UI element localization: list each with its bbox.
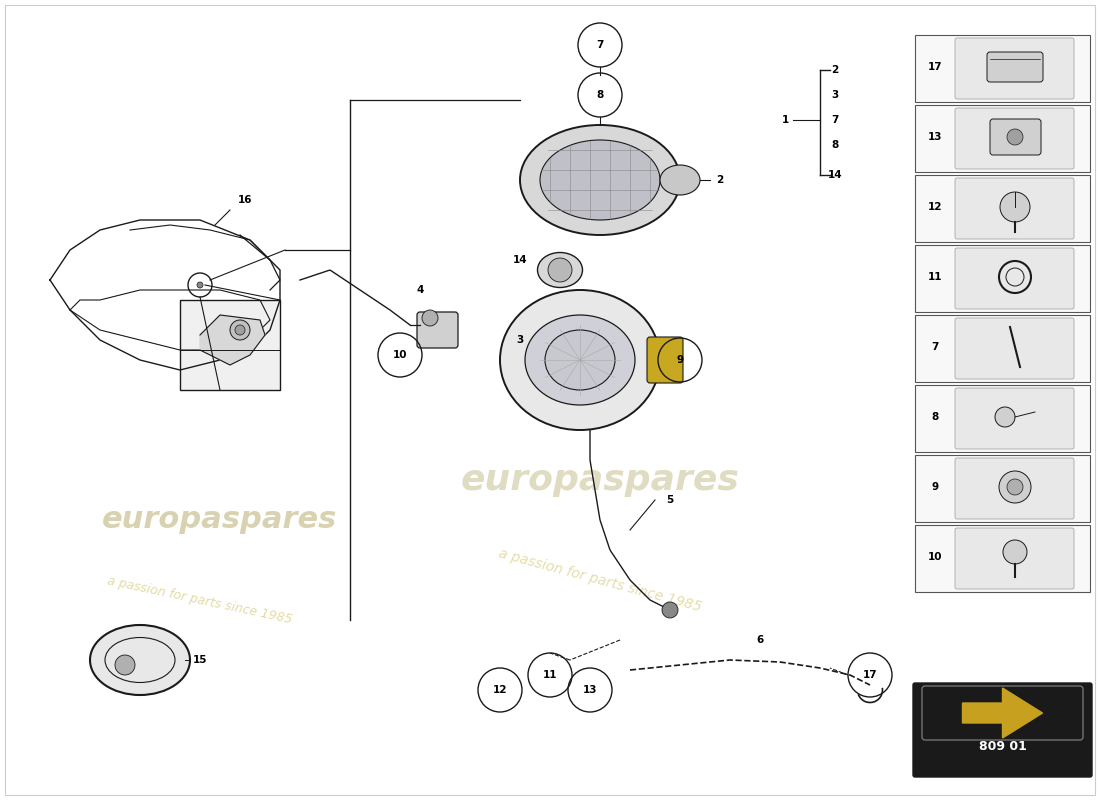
FancyBboxPatch shape: [955, 248, 1074, 309]
Text: 2: 2: [716, 175, 724, 185]
Text: 8: 8: [596, 90, 604, 100]
FancyBboxPatch shape: [915, 455, 1090, 522]
Text: 7: 7: [932, 342, 938, 352]
FancyBboxPatch shape: [915, 175, 1090, 242]
Text: 10: 10: [927, 552, 943, 562]
Circle shape: [116, 655, 135, 675]
Circle shape: [1000, 192, 1030, 222]
Ellipse shape: [538, 253, 583, 287]
Text: 8: 8: [932, 412, 938, 422]
FancyBboxPatch shape: [647, 337, 683, 383]
Text: europaspares: europaspares: [461, 463, 739, 497]
Ellipse shape: [525, 315, 635, 405]
Ellipse shape: [90, 625, 190, 695]
Text: 3: 3: [516, 335, 524, 345]
Ellipse shape: [660, 165, 700, 195]
Text: 10: 10: [393, 350, 407, 360]
FancyBboxPatch shape: [915, 245, 1090, 312]
Text: 14: 14: [513, 255, 527, 265]
FancyBboxPatch shape: [955, 458, 1074, 519]
Text: 11: 11: [927, 272, 943, 282]
FancyBboxPatch shape: [915, 35, 1090, 102]
Text: a passion for parts since 1985: a passion for parts since 1985: [107, 574, 294, 626]
Ellipse shape: [544, 330, 615, 390]
Text: 11: 11: [542, 670, 558, 680]
FancyBboxPatch shape: [417, 312, 458, 348]
FancyBboxPatch shape: [955, 318, 1074, 379]
Text: 2: 2: [832, 65, 838, 75]
Text: 809 01: 809 01: [979, 741, 1026, 754]
FancyBboxPatch shape: [915, 315, 1090, 382]
Text: 14: 14: [827, 170, 843, 180]
Text: 17: 17: [862, 670, 878, 680]
Text: 16: 16: [238, 195, 252, 205]
Polygon shape: [962, 688, 1043, 738]
Text: 8: 8: [832, 140, 838, 150]
Text: 6: 6: [757, 635, 763, 645]
Polygon shape: [200, 315, 265, 365]
Text: 4: 4: [416, 285, 424, 295]
Text: 9: 9: [932, 482, 938, 492]
FancyBboxPatch shape: [915, 105, 1090, 172]
FancyBboxPatch shape: [915, 525, 1090, 592]
Circle shape: [662, 602, 678, 618]
Text: 12: 12: [493, 685, 507, 695]
Circle shape: [422, 310, 438, 326]
Text: europaspares: europaspares: [102, 506, 338, 534]
Ellipse shape: [500, 290, 660, 430]
Text: 17: 17: [927, 62, 943, 72]
Text: 7: 7: [596, 40, 604, 50]
Text: 1: 1: [781, 115, 789, 125]
FancyBboxPatch shape: [955, 528, 1074, 589]
Ellipse shape: [540, 140, 660, 220]
Text: 7: 7: [832, 115, 838, 125]
Text: 13: 13: [927, 132, 943, 142]
Circle shape: [197, 282, 204, 288]
Text: 3: 3: [832, 90, 838, 100]
FancyBboxPatch shape: [990, 119, 1041, 155]
Text: 13: 13: [583, 685, 597, 695]
Text: 5: 5: [667, 495, 673, 505]
Text: a passion for parts since 1985: a passion for parts since 1985: [497, 546, 703, 614]
Circle shape: [548, 258, 572, 282]
FancyBboxPatch shape: [180, 300, 280, 390]
Circle shape: [235, 325, 245, 335]
FancyBboxPatch shape: [955, 38, 1074, 99]
Circle shape: [1003, 540, 1027, 564]
Circle shape: [999, 471, 1031, 503]
Text: 15: 15: [192, 655, 207, 665]
Circle shape: [1006, 129, 1023, 145]
Text: 9: 9: [676, 355, 683, 365]
FancyBboxPatch shape: [955, 108, 1074, 169]
FancyBboxPatch shape: [987, 52, 1043, 82]
FancyBboxPatch shape: [913, 683, 1092, 777]
Ellipse shape: [520, 125, 680, 235]
Text: 12: 12: [927, 202, 943, 212]
Circle shape: [230, 320, 250, 340]
FancyBboxPatch shape: [955, 388, 1074, 449]
FancyBboxPatch shape: [915, 385, 1090, 452]
Circle shape: [1006, 479, 1023, 495]
FancyBboxPatch shape: [955, 178, 1074, 239]
Circle shape: [996, 407, 1015, 427]
